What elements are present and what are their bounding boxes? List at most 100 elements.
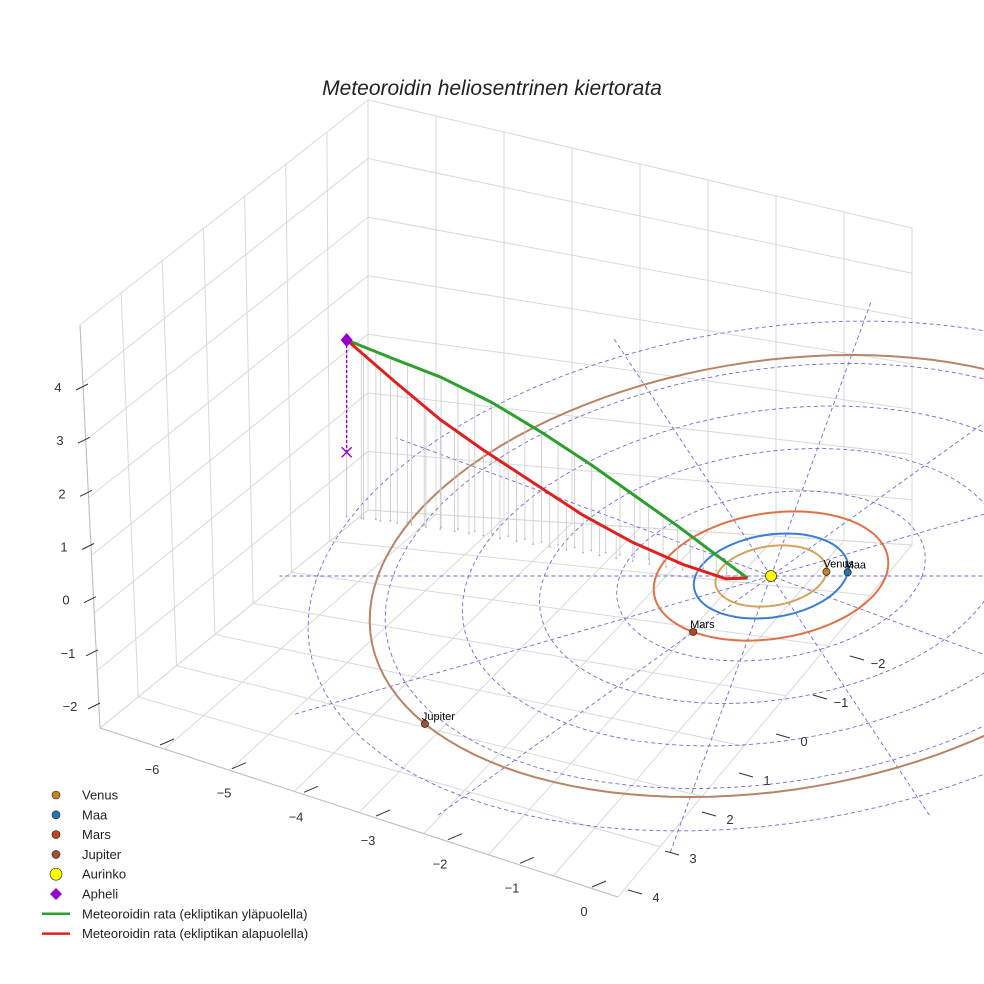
legend-item: Apheli <box>50 887 118 902</box>
z-tick-label: −2 <box>63 699 78 714</box>
drop-foot <box>379 519 382 522</box>
planet-marker-mars <box>689 627 698 636</box>
drop-foot <box>540 541 543 543</box>
z-tick <box>79 489 93 497</box>
x-tick <box>303 785 319 793</box>
legend: Venus Maa Mars Jupiter Aurinko Apheli Meteoroi… <box>42 788 308 941</box>
z-tick-label: 2 <box>58 486 65 501</box>
back-wall-hgrid <box>367 99 913 229</box>
drop-foot <box>507 535 510 538</box>
planet-label-venus: Venus <box>823 559 854 571</box>
drop-foot <box>457 528 459 531</box>
legend-marker <box>51 810 61 820</box>
drop-foot <box>482 534 485 537</box>
drop-foot <box>648 563 651 565</box>
drop-foot <box>499 537 501 540</box>
legend-label: Jupiter <box>82 847 122 862</box>
left-wall-hgrid <box>85 216 369 441</box>
drop-foot <box>724 575 727 577</box>
planet-label-jupiter: Jupiter <box>422 711 455 723</box>
legend-label: Maa <box>82 807 108 822</box>
meteoroid-trajectories <box>345 338 749 581</box>
drop-foot <box>582 551 584 554</box>
legend-item: Maa <box>51 807 108 822</box>
drop-lines <box>345 339 742 579</box>
drop-foot <box>736 574 738 577</box>
floor-grid <box>488 535 777 856</box>
x-tick <box>591 880 607 888</box>
drop-foot <box>396 521 399 524</box>
left-wall-hgrid <box>96 451 369 671</box>
legend-label: Mars <box>82 827 111 842</box>
legend-item: Venus <box>51 788 119 803</box>
z-tick <box>75 383 89 391</box>
drop-foot <box>490 532 493 535</box>
y-tick-label: 3 <box>689 851 696 866</box>
legend-marker <box>50 888 62 900</box>
trajectory-below <box>345 338 748 581</box>
y-tick <box>738 772 754 778</box>
floor-grid <box>617 544 913 898</box>
drop-foot <box>604 551 607 554</box>
drop-foot <box>573 546 576 549</box>
z-tick <box>81 543 95 550</box>
drop-foot <box>615 557 618 560</box>
drop-foot <box>515 540 518 543</box>
drop-foot <box>389 519 392 522</box>
planet-marker-maa <box>843 568 852 577</box>
x-tick <box>231 762 247 770</box>
floor-grid <box>293 522 573 792</box>
z-tick-label: 4 <box>54 380 61 395</box>
drop-foot <box>345 515 348 518</box>
back-wall-hgrid <box>367 216 913 320</box>
ecliptic-grid <box>279 299 984 853</box>
floor-grid <box>164 513 437 750</box>
legend-label: Meteoroidin rata (ekliptikan alapuolella… <box>82 926 308 941</box>
drop-foot <box>423 524 426 526</box>
legend-label: Venus <box>82 788 119 803</box>
drop-foot <box>715 570 718 572</box>
planet-marker-venus <box>822 567 831 576</box>
y-tick-label: −2 <box>871 656 886 671</box>
drop-foot <box>662 560 664 563</box>
floor-grid <box>423 531 709 834</box>
legend-item: Jupiter <box>51 847 122 862</box>
legend-item: Aurinko <box>49 867 126 882</box>
floor-grid <box>229 518 505 771</box>
x-tick-label: 0 <box>580 904 587 919</box>
ecliptic-spoke <box>612 336 930 816</box>
drop-foot <box>702 567 705 570</box>
left-wall-vgrid <box>244 196 254 604</box>
ecliptic-ring <box>616 490 926 662</box>
x-tick <box>159 738 175 746</box>
x-tick <box>375 809 391 817</box>
z-axis-ticks: −2 −1 0 1 2 3 4 <box>54 380 101 714</box>
y-tick <box>849 655 865 661</box>
left-wall-vgrid <box>326 132 331 542</box>
legend-marker <box>49 867 63 881</box>
planet-orbits <box>368 353 984 799</box>
drop-foot <box>665 565 667 568</box>
z-tick <box>83 596 97 604</box>
y-tick <box>664 850 680 856</box>
drop-foot <box>557 543 559 546</box>
x-tick-label: −1 <box>505 880 520 895</box>
legend-marker <box>51 850 61 859</box>
x-tick <box>519 856 535 864</box>
y-tick <box>812 694 828 700</box>
drop-foot <box>410 524 413 526</box>
drop-foot <box>565 548 568 551</box>
x-tick-label: −3 <box>361 833 376 848</box>
planet-label-mars: Mars <box>690 619 715 631</box>
axes-grid <box>79 99 913 898</box>
planet-label-maa: Maa <box>845 559 867 571</box>
legend-item: Meteoroidin rata (ekliptikan alapuolella… <box>42 926 308 941</box>
x-tick-label: −5 <box>217 786 232 801</box>
legend-marker <box>51 790 61 800</box>
orbit-jupiter <box>368 353 984 799</box>
left-wall-vgrid <box>161 260 178 666</box>
y-tick <box>627 889 643 895</box>
drop-foot <box>631 560 634 563</box>
